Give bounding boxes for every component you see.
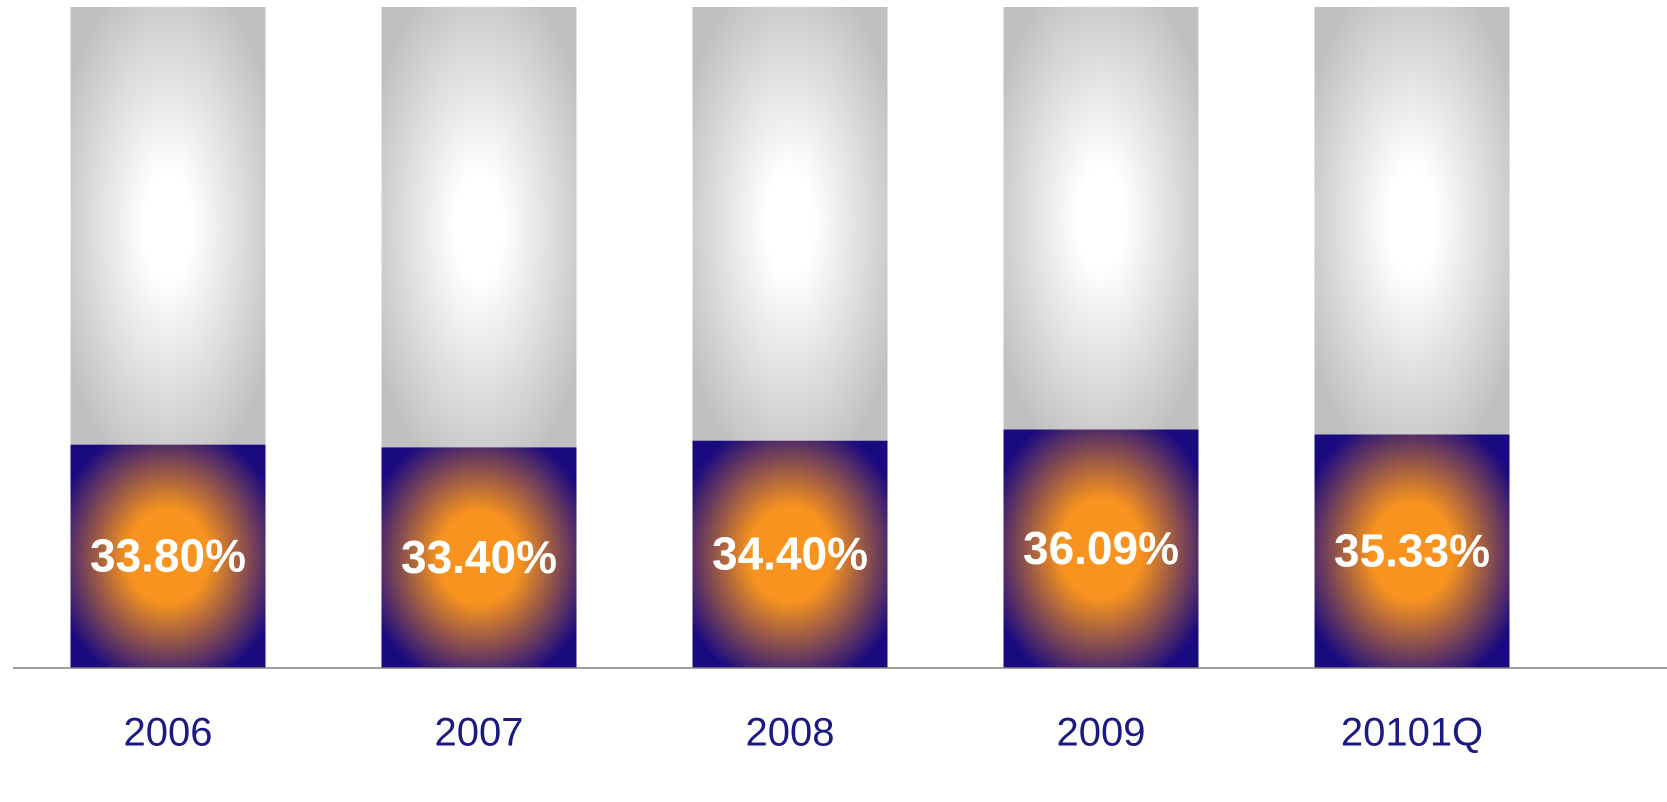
x-tick-label: 2008 xyxy=(746,711,835,755)
value-label: 33.40% xyxy=(401,531,557,583)
value-label: 35.33% xyxy=(1334,524,1490,576)
bar-segment xyxy=(1314,434,1510,668)
value-label: 33.80% xyxy=(90,529,246,581)
value-label: 34.40% xyxy=(712,527,868,579)
value-label: 36.09% xyxy=(1023,522,1179,574)
bar-segment xyxy=(692,440,888,668)
bar-segment xyxy=(381,447,577,668)
bar-segment xyxy=(70,7,266,445)
bar-segment xyxy=(381,7,577,448)
x-tick-label: 2006 xyxy=(124,711,213,755)
x-tick-label: 2007 xyxy=(435,711,524,755)
x-tick-label: 2009 xyxy=(1057,711,1146,755)
bar-segment xyxy=(692,7,888,441)
bar-segment xyxy=(70,444,266,668)
x-tick-label: 20101Q xyxy=(1341,711,1483,755)
bar-segment xyxy=(1314,7,1510,435)
bar-segment xyxy=(1003,429,1199,668)
bar-segment xyxy=(1003,7,1199,430)
